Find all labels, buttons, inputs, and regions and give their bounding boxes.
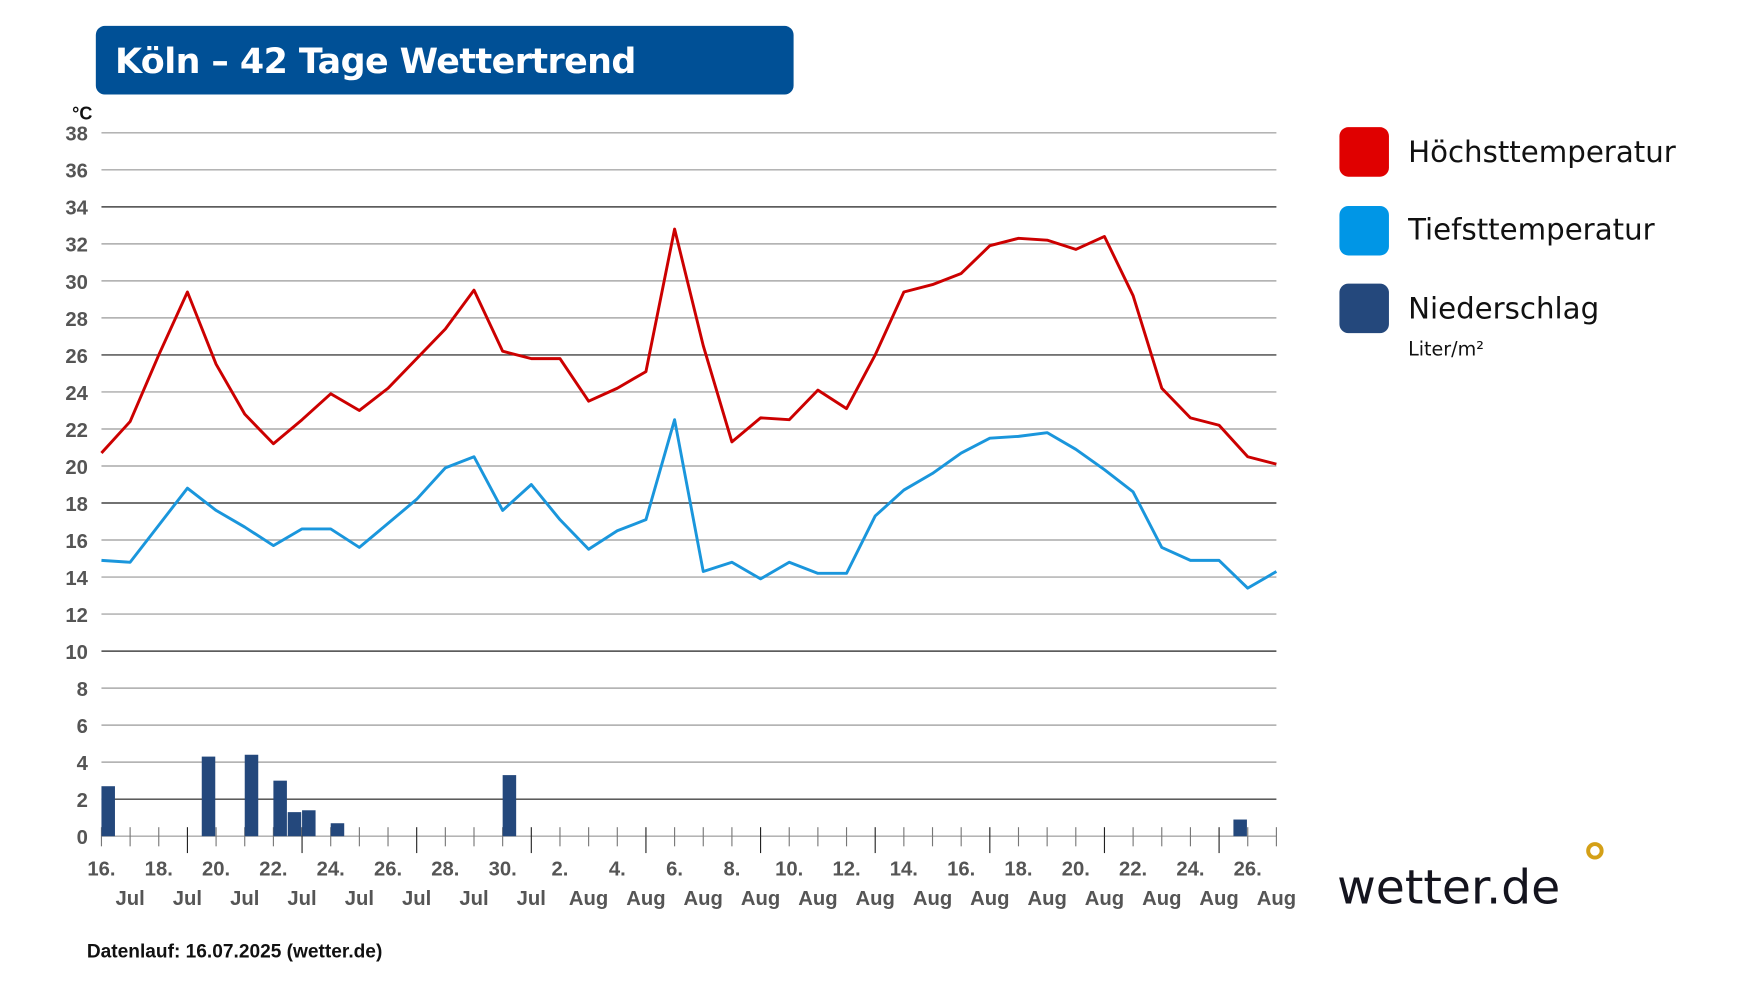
logo-text: wetter.de	[1337, 861, 1560, 916]
precip-bar	[273, 780, 287, 837]
x-tick-day-label: 16.	[947, 859, 975, 881]
x-tick-day-label: 26.	[374, 859, 402, 881]
logo-sun-icon	[1586, 842, 1604, 860]
y-tick-label: 26	[65, 346, 88, 368]
y-tick-label: 22	[65, 420, 88, 442]
x-tick-day-label: 8.	[723, 859, 740, 881]
x-tick-day-label: 30.	[489, 859, 517, 881]
legend-swatch-max	[1339, 127, 1389, 177]
x-tick-month-label: Jul	[345, 888, 374, 910]
x-tick-day-label: 16.	[87, 859, 115, 881]
x-axis-labels: 16. 18. 20. 22. 24. 26. 28. 30. 2. 4. 6. 8. 10. 12. 14…	[87, 859, 1296, 910]
x-tick-day-label: 4.	[609, 859, 626, 881]
legend-label-min: Tiefsttemperatur	[1407, 213, 1656, 247]
y-tick-label: 18	[65, 494, 88, 516]
x-tick-month-label: Aug	[569, 888, 608, 910]
y-tick-label: 38	[65, 124, 88, 146]
y-tick-label: 2	[77, 790, 88, 812]
x-tick-day-label: 18.	[145, 859, 173, 881]
y-tick-label: 4	[77, 753, 89, 775]
x-tick-month-label: Jul	[287, 888, 316, 910]
x-tick-day-label: 6.	[666, 859, 683, 881]
y-tick-label: 10	[65, 642, 88, 664]
y-tick-label: 8	[77, 679, 88, 701]
x-tick-month-label: Aug	[626, 888, 665, 910]
legend-label-max: Höchsttemperatur	[1408, 135, 1677, 169]
legend: Höchsttemperatur Tiefsttemperatur Nieder…	[1339, 127, 1677, 361]
x-tick-day-label: 14.	[890, 859, 918, 881]
precipitation-bars	[101, 754, 1247, 837]
precip-bar	[1233, 819, 1247, 837]
y-tick-label: 20	[65, 457, 88, 479]
series-line-max-temp	[100, 227, 1277, 466]
y-tick-label: 34	[65, 198, 88, 220]
precip-bar	[201, 756, 216, 837]
x-tick-month-label: Jul	[402, 888, 431, 910]
x-tick-month-label: Aug	[798, 888, 837, 910]
y-tick-label: 14	[65, 568, 88, 590]
x-tick-month-label: Jul	[517, 888, 546, 910]
title-banner: Köln – 42 Tage Wettertrend	[95, 25, 794, 95]
precip-bar	[287, 812, 302, 837]
precip-bar	[330, 823, 345, 837]
legend-label-precip: Niederschlag	[1408, 291, 1599, 325]
x-tick-month-label: Aug	[684, 888, 723, 910]
legend-precip-unit: Liter/m²	[1408, 338, 1484, 361]
x-tick-month-label: Jul	[173, 888, 202, 910]
x-tick-month-label: Aug	[970, 888, 1009, 910]
x-tick-day-label: 24.	[317, 859, 345, 881]
legend-item-precip: Niederschlag Liter/m²	[1339, 283, 1599, 361]
y-tick-label: 32	[65, 235, 88, 257]
precip-bar	[502, 775, 517, 837]
x-tick-day-label: 2.	[552, 859, 569, 881]
y-tick-label: 24	[65, 383, 88, 405]
x-tick-day-label: 28.	[431, 859, 459, 881]
x-tick-month-label: Aug	[1199, 888, 1238, 910]
series-line-min-temp	[101, 418, 1278, 590]
x-tick-day-label: 20.	[202, 859, 230, 881]
title-background	[95, 25, 794, 95]
y-tick-label: 36	[65, 161, 88, 183]
x-tick-day-label: 22.	[1119, 859, 1147, 881]
precip-bar	[302, 810, 316, 837]
legend-item-max: Höchsttemperatur	[1339, 127, 1677, 177]
x-tick-month-label: Aug	[856, 888, 895, 910]
x-tick-day-label: 12.	[832, 859, 860, 881]
y-tick-label: 6	[77, 716, 88, 738]
y-tick-label: 30	[65, 272, 88, 294]
legend-swatch-min	[1339, 205, 1389, 256]
x-tick-month-label: Aug	[913, 888, 952, 910]
wetter-de-logo: wetter.de	[1337, 842, 1604, 916]
legend-swatch-precip	[1339, 283, 1389, 334]
chart-title: Köln – 42 Tage Wettertrend	[115, 42, 636, 82]
x-tick-month-label: Aug	[1142, 888, 1181, 910]
x-tick-day-label: 24.	[1176, 859, 1204, 881]
y-tick-label: 12	[65, 605, 88, 627]
x-tick-month-label: Aug	[741, 888, 780, 910]
precip-bar	[244, 754, 259, 837]
x-tick-month-label: Jul	[115, 888, 144, 910]
x-tick-month-label: Aug	[1027, 888, 1066, 910]
x-tick-day-label: 20.	[1062, 859, 1090, 881]
x-tick-day-label: 26.	[1234, 859, 1262, 881]
data-run-footer: Datenlauf: 16.07.2025 (wetter.de)	[87, 942, 383, 963]
x-tick-month-label: Aug	[1257, 888, 1296, 910]
y-tick-label: 16	[65, 531, 88, 553]
x-tick-month-label: Jul	[459, 888, 488, 910]
y-tick-label: 0	[77, 827, 88, 849]
y-axis-unit: °C	[72, 103, 92, 123]
x-tick-day-label: 18.	[1004, 859, 1032, 881]
x-tick-month-label: Jul	[230, 888, 259, 910]
legend-item-min: Tiefsttemperatur	[1339, 205, 1656, 256]
y-tick-label: 28	[65, 309, 88, 331]
precip-bar	[101, 786, 115, 837]
x-tick-day-label: 22.	[259, 859, 287, 881]
x-tick-day-label: 10.	[775, 859, 803, 881]
x-tick-month-label: Aug	[1085, 888, 1124, 910]
